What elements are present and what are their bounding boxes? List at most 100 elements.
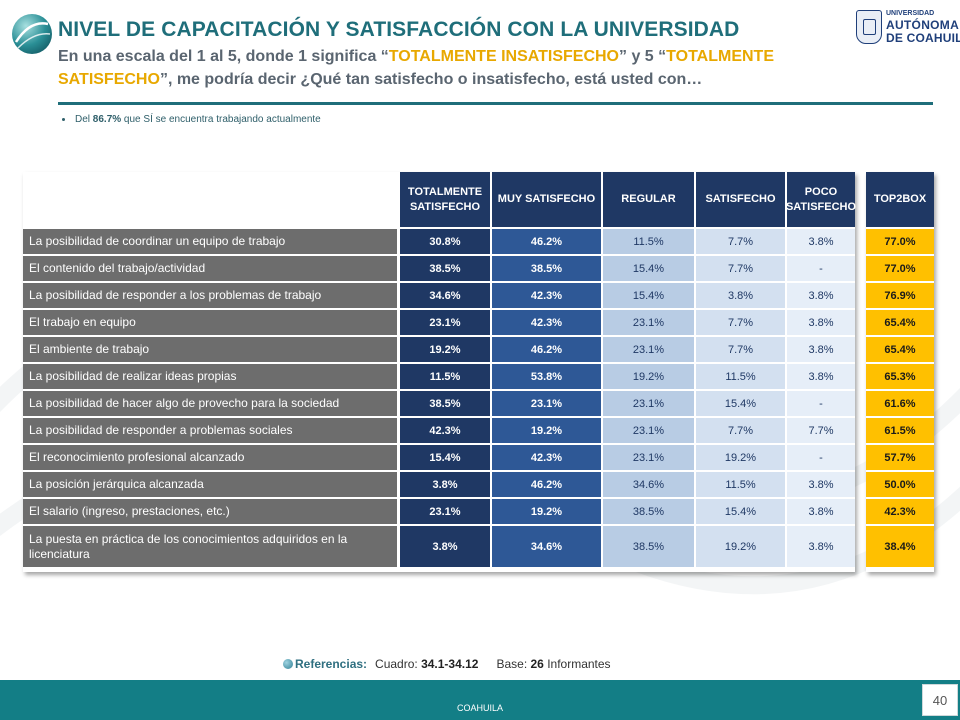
table-cell: 53.8% bbox=[492, 364, 601, 389]
top2box-cell: 50.0% bbox=[866, 472, 934, 497]
table-cell: 38.5% bbox=[400, 391, 490, 416]
top2box-cell: 42.3% bbox=[866, 499, 934, 524]
table-cell: 34.6% bbox=[603, 472, 694, 497]
top2box-cell: 61.6% bbox=[866, 391, 934, 416]
page-number: 40 bbox=[922, 684, 958, 716]
table-cell: 7.7% bbox=[696, 256, 785, 281]
table-cell: 38.5% bbox=[492, 256, 601, 281]
table-cell: 23.1% bbox=[400, 499, 490, 524]
table-cell: 42.3% bbox=[492, 445, 601, 470]
top2box-cell: 57.7% bbox=[866, 445, 934, 470]
table-cell: 3.8% bbox=[787, 283, 855, 308]
table-cell: 3.8% bbox=[787, 526, 855, 567]
row-label: La posibilidad de responder a los proble… bbox=[23, 283, 397, 308]
page-title: NIVEL DE CAPACITACIÓN Y SATISFACCIÓN CON… bbox=[58, 18, 740, 41]
university-logo: UNIVERSIDAD AUTÓNOMA DE COAHUILA bbox=[856, 10, 960, 45]
table-cell: 38.5% bbox=[603, 526, 694, 567]
table-cell: 11.5% bbox=[400, 364, 490, 389]
table-cell: 38.5% bbox=[603, 499, 694, 524]
table-cell: 3.8% bbox=[400, 526, 490, 567]
table-cell: 46.2% bbox=[492, 337, 601, 362]
table-cell: 23.1% bbox=[603, 310, 694, 335]
table-cell: 7.7% bbox=[787, 418, 855, 443]
table-cell: 7.7% bbox=[696, 229, 785, 254]
table-row: El trabajo en equipo 23.1% 42.3% 23.1% 7.7% 3… bbox=[23, 310, 855, 335]
table-cell: 23.1% bbox=[603, 445, 694, 470]
top2box-table: TOP2BOX 77.0% 77.0% 76.9% 65.4% 65.4% 65.3% 61… bbox=[866, 172, 934, 572]
base-note: Del 86.7% que SÍ se encuentra trabajando… bbox=[62, 114, 321, 125]
logo-line-2: AUTÓNOMA bbox=[886, 18, 960, 32]
column-header-poco-satisfecho: POCO SATISFECHO bbox=[786, 172, 856, 227]
references: Referencias: Cuadro: 34.1-34.12 Base: 26 I… bbox=[283, 657, 611, 671]
university-shield-icon bbox=[856, 10, 882, 44]
table-cell: 23.1% bbox=[603, 337, 694, 362]
table-row: La posición jerárquica alcanzada 3.8% 46.2… bbox=[23, 472, 855, 497]
table-cell: 42.3% bbox=[492, 283, 601, 308]
table-cell: 30.8% bbox=[400, 229, 490, 254]
table-cell: 3.8% bbox=[787, 472, 855, 497]
footer-label: COAHUILA bbox=[456, 703, 503, 713]
table-cell: 15.4% bbox=[603, 256, 694, 281]
top2box-cell: 65.3% bbox=[866, 364, 934, 389]
table-cell: 3.8% bbox=[787, 229, 855, 254]
top2box-cell: 61.5% bbox=[866, 418, 934, 443]
table-row: La posibilidad de coordinar un equipo de… bbox=[23, 229, 855, 254]
table-cell: 34.6% bbox=[492, 526, 601, 567]
table-cell: 19.2% bbox=[492, 418, 601, 443]
table-cell: 7.7% bbox=[696, 418, 785, 443]
table-cell: 46.2% bbox=[492, 229, 601, 254]
column-header-regular: REGULAR bbox=[603, 172, 694, 227]
table-row: La posibilidad de responder a problemas … bbox=[23, 418, 855, 443]
row-label: El contenido del trabajo/actividad bbox=[23, 256, 397, 281]
table-cell: 46.2% bbox=[492, 472, 601, 497]
row-label: La posibilidad de realizar ideas propias bbox=[23, 364, 397, 389]
table-cell: 42.3% bbox=[492, 310, 601, 335]
table-cell: 15.4% bbox=[603, 283, 694, 308]
table-cell: 15.4% bbox=[400, 445, 490, 470]
table-cell: 19.2% bbox=[696, 526, 785, 567]
top2box-cell: 77.0% bbox=[866, 256, 934, 281]
table-cell: 23.1% bbox=[603, 391, 694, 416]
table-cell: 11.5% bbox=[696, 364, 785, 389]
row-label: La puesta en práctica de los conocimient… bbox=[23, 526, 397, 567]
table-header-blank bbox=[23, 172, 397, 227]
table-cell: 3.8% bbox=[787, 364, 855, 389]
table-cell: 23.1% bbox=[400, 310, 490, 335]
column-header-totalmente-satisfecho: TOTALMENTE SATISFECHO bbox=[400, 172, 490, 227]
table-row: El salario (ingreso, prestaciones, etc.)… bbox=[23, 499, 855, 524]
table-cell: 38.5% bbox=[400, 256, 490, 281]
table-cell: 42.3% bbox=[400, 418, 490, 443]
row-label: El ambiente de trabajo bbox=[23, 337, 397, 362]
table-cell: - bbox=[787, 445, 855, 470]
table-row: El reconocimiento profesional alcanzado 1… bbox=[23, 445, 855, 470]
table-cell: 15.4% bbox=[696, 499, 785, 524]
top2box-cell: 76.9% bbox=[866, 283, 934, 308]
satisfaction-table: TOTALMENTE SATISFECHO MUY SATISFECHO REG… bbox=[23, 172, 856, 572]
table-cell: 11.5% bbox=[603, 229, 694, 254]
row-label: La posibilidad de responder a problemas … bbox=[23, 418, 397, 443]
table-cell: 3.8% bbox=[787, 310, 855, 335]
table-cell: 3.8% bbox=[400, 472, 490, 497]
row-label: La posibilidad de coordinar un equipo de… bbox=[23, 229, 397, 254]
table-row: La posibilidad de realizar ideas propias… bbox=[23, 364, 855, 389]
table-cell: 34.6% bbox=[400, 283, 490, 308]
title-divider bbox=[58, 102, 933, 105]
page-subtitle: En una escala del 1 al 5, donde 1 signif… bbox=[58, 48, 774, 88]
table-cell: 19.2% bbox=[696, 445, 785, 470]
globe-logo-icon bbox=[12, 14, 52, 54]
table-cell: - bbox=[787, 391, 855, 416]
table-cell: 3.8% bbox=[787, 499, 855, 524]
top2box-cell: 65.4% bbox=[866, 337, 934, 362]
row-label: La posibilidad de hacer algo de provecho… bbox=[23, 391, 397, 416]
table-cell: 23.1% bbox=[492, 391, 601, 416]
table-cell: 3.8% bbox=[696, 283, 785, 308]
table-row: El ambiente de trabajo 19.2% 46.2% 23.1% 7.7… bbox=[23, 337, 855, 362]
table-cell: 19.2% bbox=[603, 364, 694, 389]
table-cell: 7.7% bbox=[696, 337, 785, 362]
row-label: El reconocimiento profesional alcanzado bbox=[23, 445, 397, 470]
table-row: La posibilidad de hacer algo de provecho… bbox=[23, 391, 855, 416]
table-cell: 7.7% bbox=[696, 310, 785, 335]
top2box-cell: 65.4% bbox=[866, 310, 934, 335]
row-label: La posición jerárquica alcanzada bbox=[23, 472, 397, 497]
logo-line-3: DE COAHUILA bbox=[886, 31, 960, 45]
